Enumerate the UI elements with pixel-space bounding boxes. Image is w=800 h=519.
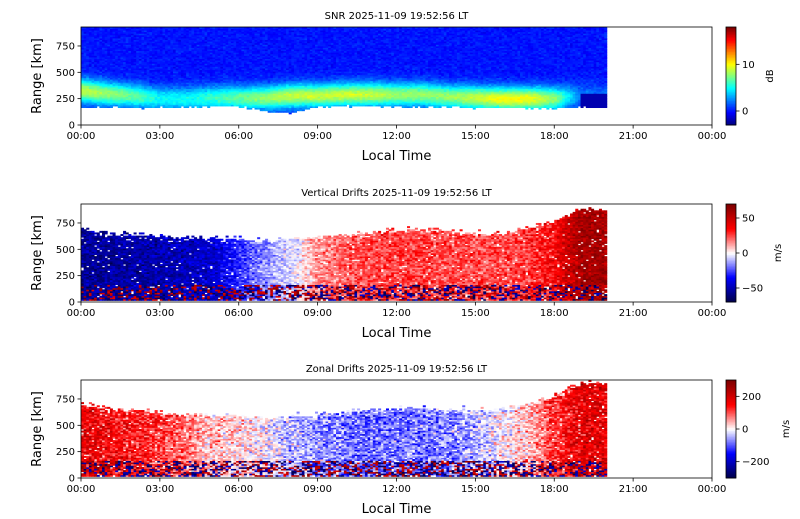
figure: 00:00 03:00 06:00 09:00 12:00 15:00 18:00 21:00…	[0, 0, 800, 519]
heatmap-cells	[81, 27, 607, 114]
panel-1: 00:00 03:00 06:00 09:00 12:00 15:00 18:00 21:00…	[30, 11, 776, 164]
